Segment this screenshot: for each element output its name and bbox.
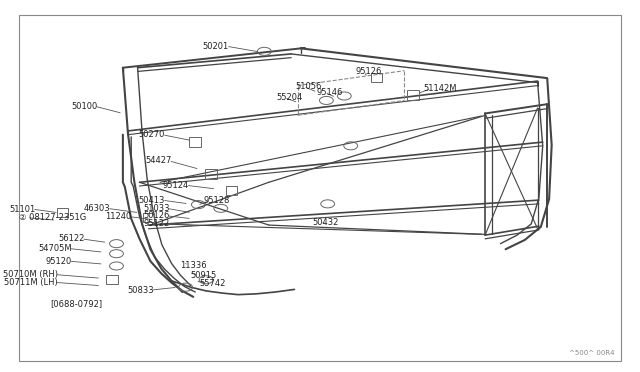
- Bar: [226, 186, 237, 195]
- Text: 95120: 95120: [45, 257, 72, 266]
- Text: 46303: 46303: [83, 204, 110, 213]
- Text: 50915: 50915: [191, 271, 217, 280]
- Text: 50201: 50201: [203, 42, 229, 51]
- Text: 11240: 11240: [105, 212, 131, 221]
- Text: 95128: 95128: [204, 196, 230, 205]
- Bar: [106, 275, 118, 284]
- Text: 50100: 50100: [71, 102, 97, 110]
- Text: 56122: 56122: [58, 234, 84, 243]
- Text: 55742: 55742: [200, 279, 226, 288]
- Bar: [57, 208, 68, 217]
- Text: 55204: 55204: [276, 93, 303, 102]
- Text: 95146: 95146: [317, 88, 343, 97]
- Text: 50833: 50833: [127, 286, 154, 295]
- Bar: [371, 73, 382, 82]
- Text: 51056: 51056: [296, 82, 322, 91]
- Text: 50413: 50413: [139, 196, 165, 205]
- Text: 50270: 50270: [139, 130, 165, 139]
- Text: 51033: 51033: [143, 204, 170, 213]
- Text: 54427: 54427: [145, 156, 172, 165]
- Bar: [189, 137, 201, 147]
- Text: ② 08127-2351G: ② 08127-2351G: [19, 213, 86, 222]
- Text: 54705M: 54705M: [38, 244, 72, 253]
- Bar: [143, 213, 154, 222]
- Text: [0688-0792]: [0688-0792]: [50, 299, 102, 308]
- Text: 95126: 95126: [356, 67, 382, 76]
- Text: 50126: 50126: [143, 211, 170, 220]
- Text: 95122: 95122: [143, 219, 170, 228]
- Text: 95124: 95124: [163, 181, 189, 190]
- Text: 11336: 11336: [180, 262, 207, 270]
- Text: ^500^ 00R4: ^500^ 00R4: [569, 350, 614, 356]
- Text: 51101: 51101: [9, 205, 35, 214]
- Bar: [407, 90, 419, 99]
- Text: 50432: 50432: [312, 218, 339, 227]
- Text: 51142M: 51142M: [424, 84, 457, 93]
- Bar: [205, 169, 217, 179]
- Text: 50711M (LH): 50711M (LH): [4, 278, 58, 287]
- Text: 50710M (RH): 50710M (RH): [3, 270, 58, 279]
